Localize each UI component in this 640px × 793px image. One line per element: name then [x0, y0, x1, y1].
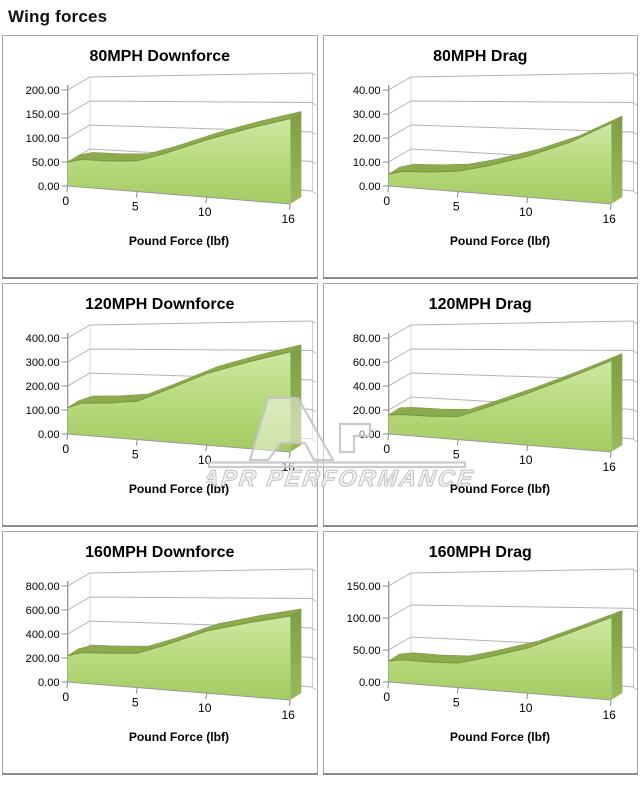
- svg-text:Pound Force (lbf): Pound Force (lbf): [129, 730, 229, 744]
- svg-text:0: 0: [383, 194, 390, 208]
- svg-text:200.00: 200.00: [26, 381, 60, 393]
- chart-cell-120mph-downforce: 120MPH Downforce 0.00 100.00 200.00 300.00 4…: [2, 283, 318, 527]
- area-chart-120mph-downforce: 0.00 100.00 200.00 300.00 400.00 0 5 10 16 Pound …: [26, 320, 317, 496]
- svg-text:Pound Force (lbf): Pound Force (lbf): [129, 234, 229, 248]
- chart-title-160mph-downforce: 160MPH Downforce: [85, 544, 235, 561]
- chart-title-160mph-drag: 160MPH Drag: [428, 544, 532, 561]
- chart-title-80mph-downforce: 80MPH Downforce: [89, 48, 230, 65]
- svg-text:0.00: 0.00: [38, 181, 60, 193]
- svg-text:0.00: 0.00: [358, 181, 380, 193]
- svg-text:5: 5: [452, 200, 459, 214]
- svg-text:0: 0: [62, 194, 69, 208]
- area-chart-80mph-drag: 0.00 10.00 20.00 30.00 40.00 0 5 10 16 Pound Forc…: [352, 72, 637, 248]
- svg-text:600.00: 600.00: [26, 605, 60, 617]
- svg-text:10: 10: [519, 701, 533, 715]
- chart-title-120mph-downforce: 120MPH Downforce: [85, 296, 235, 313]
- svg-text:0.00: 0.00: [38, 677, 60, 689]
- svg-text:20.00: 20.00: [352, 133, 380, 145]
- svg-text:30.00: 30.00: [352, 109, 380, 121]
- svg-text:Pound Force (lbf): Pound Force (lbf): [449, 482, 549, 496]
- svg-text:16: 16: [281, 460, 295, 474]
- chart-cell-160mph-downforce: 160MPH Downforce 0.00 200.00 400.00 600.00 8…: [2, 531, 318, 775]
- svg-text:16: 16: [602, 212, 616, 226]
- svg-text:Pound Force (lbf): Pound Force (lbf): [449, 730, 549, 744]
- area-chart-120mph-drag: 0.00 20.00 40.00 60.00 80.00 0 5 10 16 Pound Forc…: [352, 320, 637, 496]
- svg-text:40.00: 40.00: [352, 85, 380, 97]
- svg-text:0: 0: [383, 442, 390, 456]
- svg-text:16: 16: [602, 708, 616, 722]
- svg-text:400.00: 400.00: [26, 333, 60, 345]
- svg-text:0.00: 0.00: [358, 677, 380, 689]
- svg-text:400.00: 400.00: [26, 629, 60, 641]
- chart-cell-160mph-drag: 160MPH Drag 0.00 50.00 100.00 150.00 0 5 10 16 P…: [322, 531, 638, 775]
- page-title: Wing forces: [8, 7, 108, 26]
- svg-text:100.00: 100.00: [26, 405, 60, 417]
- svg-text:5: 5: [132, 696, 139, 710]
- svg-text:80.00: 80.00: [352, 333, 380, 345]
- svg-text:0: 0: [62, 690, 69, 704]
- chart-title-80mph-drag: 80MPH Drag: [433, 48, 528, 65]
- chart-cell-80mph-downforce: 80MPH Downforce 0.00 50.00 100.00 150.00 200…: [2, 35, 318, 279]
- svg-text:50.00: 50.00: [32, 157, 60, 169]
- svg-text:150.00: 150.00: [26, 109, 60, 121]
- svg-text:5: 5: [132, 448, 139, 462]
- svg-text:10: 10: [519, 453, 533, 467]
- charts-grid: 80MPH Downforce 0.00 50.00 100.00 150.00 200…: [0, 35, 640, 775]
- svg-text:5: 5: [452, 448, 459, 462]
- svg-text:16: 16: [602, 460, 616, 474]
- svg-text:40.00: 40.00: [352, 381, 380, 393]
- svg-text:10: 10: [198, 205, 212, 219]
- svg-text:5: 5: [132, 200, 139, 214]
- chart-cell-120mph-drag: 120MPH Drag 0.00 20.00 40.00 60.00 80.00 0 5 10…: [322, 283, 638, 527]
- svg-text:200.00: 200.00: [26, 85, 60, 97]
- svg-text:10: 10: [519, 205, 533, 219]
- svg-text:5: 5: [452, 696, 459, 710]
- svg-text:0: 0: [62, 442, 69, 456]
- svg-text:Pound Force (lbf): Pound Force (lbf): [449, 234, 549, 248]
- svg-text:200.00: 200.00: [26, 653, 60, 665]
- svg-text:0.00: 0.00: [358, 429, 380, 441]
- svg-text:100.00: 100.00: [346, 613, 380, 625]
- svg-text:150.00: 150.00: [346, 581, 380, 593]
- chart-cell-80mph-drag: 80MPH Drag 0.00 10.00 20.00 30.00 40.00 0 5 10 1…: [322, 35, 638, 279]
- chart-title-120mph-drag: 120MPH Drag: [428, 296, 532, 313]
- svg-text:16: 16: [281, 708, 295, 722]
- svg-text:0.00: 0.00: [38, 429, 60, 441]
- area-chart-160mph-drag: 0.00 50.00 100.00 150.00 0 5 10 16 Pound Force (…: [346, 568, 637, 744]
- svg-text:10: 10: [198, 701, 212, 715]
- area-chart-80mph-downforce: 0.00 50.00 100.00 150.00 200.00 0 5 10 16 Pound F…: [26, 72, 317, 248]
- svg-text:Pound Force (lbf): Pound Force (lbf): [129, 482, 229, 496]
- area-chart-160mph-downforce: 0.00 200.00 400.00 600.00 800.00 0 5 10 16 Pound …: [26, 568, 317, 744]
- svg-text:0: 0: [383, 690, 390, 704]
- svg-text:60.00: 60.00: [352, 357, 380, 369]
- svg-text:16: 16: [281, 212, 295, 226]
- svg-text:100.00: 100.00: [26, 133, 60, 145]
- svg-text:10.00: 10.00: [352, 157, 380, 169]
- svg-text:300.00: 300.00: [26, 357, 60, 369]
- svg-text:50.00: 50.00: [352, 645, 380, 657]
- svg-text:20.00: 20.00: [352, 405, 380, 417]
- svg-text:10: 10: [198, 453, 212, 467]
- svg-text:800.00: 800.00: [26, 581, 60, 593]
